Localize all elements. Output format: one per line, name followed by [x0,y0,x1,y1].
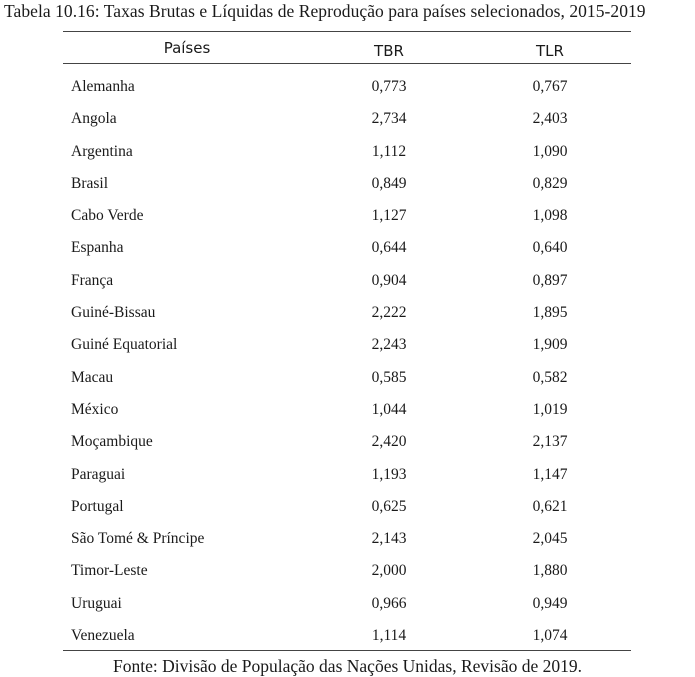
cell-tlr: 1,090 [532,142,568,160]
cell-tlr: 1,019 [532,400,568,418]
cell-country: Timor-Leste [71,562,148,580]
cell-country: Brasil [71,174,109,192]
cell-tbr: 0,644 [371,239,407,257]
cell-country: Alemanha [71,78,135,95]
cell-tbr: 0,904 [371,271,407,289]
table-row: Espanha 0,644 0,640 [63,236,631,268]
table-row: São Tomé & Príncipe 2,143 2,045 [63,527,631,559]
cell-country: Angola [71,110,117,128]
header-country: Países [163,39,211,57]
table-row: Argentina 1,112 1,090 [63,140,631,172]
cell-tlr: 0,640 [532,239,568,257]
table-row: Uruguai 0,966 0,949 [63,592,631,624]
cell-tlr: 0,829 [532,174,568,192]
cell-tbr: 2,243 [371,336,407,354]
cell-tbr: 0,773 [371,78,407,95]
cell-tbr: 1,127 [371,207,407,225]
table-header: Países TBR TLR [63,32,631,63]
table-row: Venezuela 1,114 1,074 [63,624,631,656]
cell-country: Espanha [71,239,124,257]
cell-tlr: 1,895 [532,304,568,322]
cell-country: Guiné Equatorial [71,336,178,354]
cell-tlr: 2,045 [532,530,568,548]
cell-tbr: 2,734 [371,110,407,128]
cell-tbr: 1,114 [371,627,407,645]
header-tlr: TLR [536,42,564,60]
cell-country: Venezuela [71,627,135,645]
cell-tlr: 0,767 [532,78,568,95]
table-row: Guiné-Bissau 2,222 1,895 [63,301,631,333]
cell-tbr: 1,112 [371,142,407,160]
cell-country: São Tomé & Príncipe [71,530,205,548]
cell-tlr: 1,909 [532,336,568,354]
cell-country: Guiné-Bissau [71,304,156,322]
cell-country: França [71,271,114,289]
cell-tlr: 2,137 [532,433,568,451]
table-row: Portugal 0,625 0,621 [63,495,631,527]
table-row: Alemanha 0,773 0,767 [63,75,631,107]
table-row: Macau 0,585 0,582 [63,366,631,398]
cell-tbr: 2,000 [371,562,407,580]
cell-country: Uruguai [71,594,122,612]
cell-country: Moçambique [71,433,153,451]
source-note: Fonte: Divisão de População das Nações U… [112,656,582,676]
cell-country: Paraguai [71,465,126,483]
cell-tbr: 2,420 [371,433,407,451]
cell-tlr: 1,098 [532,207,568,225]
top-rule [63,31,631,32]
cell-tlr: 1,074 [532,627,568,645]
data-table: Países TBR TLR Alemanha 0,773 0,767 Angola 2… [63,31,631,656]
table-caption: Tabela 10.16: Taxas Brutas e Líquidas de… [4,1,646,21]
table-row: França 0,904 0,897 [63,269,631,301]
table-body: Alemanha 0,773 0,767 Angola 2,734 2,403 Argent… [63,64,631,656]
header-tbr: TBR [374,42,404,60]
cell-country: México [71,400,119,418]
cell-tlr: 1,147 [532,465,568,483]
table-row: Timor-Leste 2,000 1,880 [63,559,631,591]
cell-tlr: 1,880 [532,562,568,580]
header-rule [63,63,631,64]
cell-tbr: 0,625 [371,497,407,515]
cell-country: Cabo Verde [71,207,144,225]
table-row: Paraguai 1,193 1,147 [63,463,631,495]
cell-tlr: 0,949 [532,594,568,612]
cell-tbr: 1,044 [371,400,407,418]
cell-country: Argentina [71,142,133,160]
cell-tbr: 0,585 [371,368,407,386]
cell-tbr: 0,849 [371,174,407,192]
cell-country: Macau [71,368,114,386]
table-row: Angola 2,734 2,403 [63,107,631,139]
cell-tlr: 2,403 [532,110,568,128]
table-row: Cabo Verde 1,127 1,098 [63,204,631,236]
cell-tbr: 2,222 [371,304,407,322]
cell-tbr: 2,143 [371,530,407,548]
cell-tbr: 0,966 [371,594,407,612]
table-row: México 1,044 1,019 [63,398,631,430]
bottom-rule [63,650,631,651]
table-row: Guiné Equatorial 2,243 1,909 [63,333,631,365]
cell-tlr: 0,897 [532,271,568,289]
table-row: Moçambique 2,420 2,137 [63,430,631,462]
cell-country: Portugal [71,497,124,515]
cell-tlr: 0,582 [532,368,568,386]
cell-tbr: 1,193 [371,465,407,483]
cell-tlr: 0,621 [532,497,568,515]
table-row: Brasil 0,849 0,829 [63,172,631,204]
